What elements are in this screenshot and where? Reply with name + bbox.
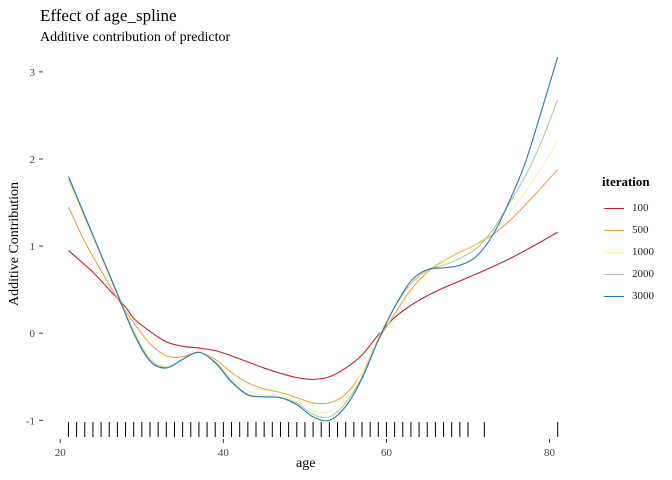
- series-lines: [67, 56, 559, 422]
- legend-label: 100: [632, 202, 649, 214]
- legend-key: [604, 295, 624, 297]
- legend-item: 3000: [602, 287, 654, 305]
- y-axis: -1 0 1 2 3: [26, 67, 43, 427]
- legend-key: [604, 207, 624, 209]
- legend-item: 500: [602, 221, 654, 239]
- x-tick-label: 80: [544, 447, 556, 459]
- series-line-100: [68, 231, 558, 380]
- legend-item: 100: [602, 199, 654, 217]
- legend-item: 1000: [602, 243, 654, 261]
- legend-label: 1000: [632, 246, 654, 258]
- y-tick-label: 2: [30, 154, 36, 166]
- series-line-2000: [67, 99, 559, 419]
- x-tick-label: 20: [55, 447, 67, 459]
- y-tick-label: 0: [30, 328, 36, 340]
- legend: iteration 100 500 1000 2000 3000: [602, 174, 654, 309]
- x-tick-label: 40: [218, 447, 230, 459]
- x-axis: 20 40 60 80: [55, 439, 556, 459]
- x-tick-label: 60: [381, 447, 393, 459]
- rug-marks: [67, 422, 559, 437]
- legend-item: 2000: [602, 265, 654, 283]
- series-line-1000: [67, 141, 559, 414]
- y-tick-label: 1: [30, 241, 36, 253]
- series-line-3000: [67, 56, 559, 422]
- x-axis-label: age: [296, 456, 316, 471]
- legend-key: [604, 251, 624, 253]
- y-axis-label: Additive Contribution: [7, 181, 22, 307]
- legend-label: 3000: [632, 290, 654, 302]
- legend-key: [604, 273, 624, 275]
- chart-title: Effect of age_spline: [40, 6, 177, 25]
- series-line-500: [67, 169, 559, 405]
- y-tick-label: -1: [26, 415, 35, 427]
- legend-title: iteration: [602, 174, 650, 189]
- y-tick-label: 3: [30, 67, 36, 79]
- legend-key: [604, 229, 624, 231]
- chart-subtitle: Additive contribution of predictor: [40, 30, 231, 45]
- legend-label: 500: [632, 224, 649, 236]
- legend-label: 2000: [632, 268, 654, 280]
